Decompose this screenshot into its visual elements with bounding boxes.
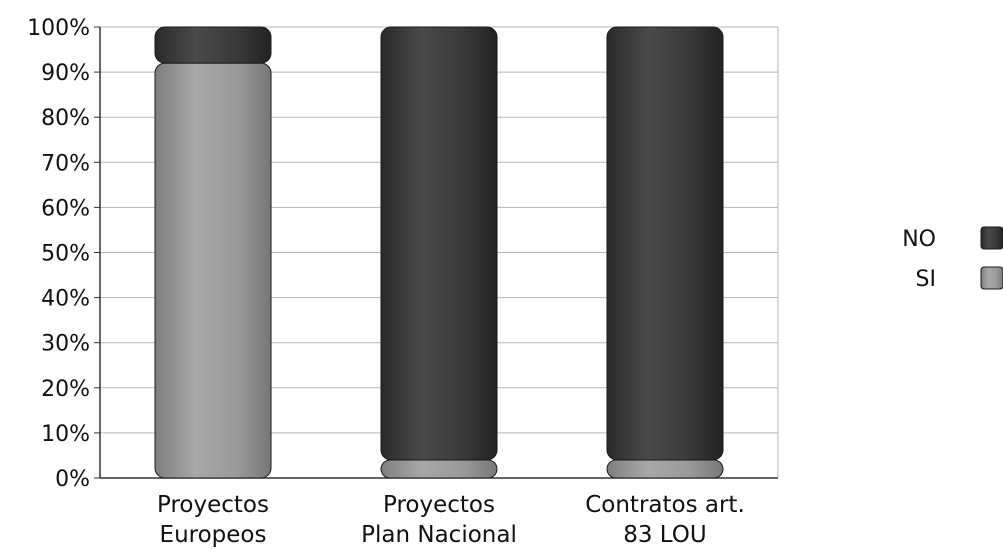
bars bbox=[154, 26, 724, 479]
legend-label-si: SI bbox=[916, 267, 936, 292]
y-tick-label: 40% bbox=[41, 287, 90, 312]
legend-swatch-no bbox=[980, 226, 1003, 250]
legend-swatch-si bbox=[980, 266, 1003, 290]
y-tick-label: 10% bbox=[41, 422, 90, 447]
y-tick-label: 70% bbox=[41, 151, 90, 176]
x-category-label: Proyectos Plan Nacional bbox=[361, 492, 517, 548]
bar-si-3 bbox=[606, 459, 724, 479]
x-axis-labels: Proyectos Europeos Proyectos Plan Nacional C… bbox=[157, 492, 745, 548]
y-tick-label: 100% bbox=[27, 16, 90, 41]
bar-no-3 bbox=[606, 26, 724, 461]
x-category-label: Contratos art. 83 LOU bbox=[585, 492, 745, 548]
y-tick-label: 0% bbox=[55, 467, 90, 492]
y-tick-label: 30% bbox=[41, 332, 90, 357]
bar-si-1 bbox=[154, 62, 272, 479]
x-category-label: Proyectos Europeos bbox=[157, 492, 269, 548]
y-tick-label: 90% bbox=[41, 61, 90, 86]
y-tick-label: 50% bbox=[41, 242, 90, 267]
y-tick-label: 20% bbox=[41, 377, 90, 402]
bar-no-2 bbox=[380, 26, 498, 461]
legend: NO SI bbox=[902, 226, 1003, 292]
bar-no-1 bbox=[154, 26, 272, 64]
y-tick-label: 60% bbox=[41, 196, 90, 221]
legend-label-no: NO bbox=[902, 227, 936, 252]
y-tick-label: 80% bbox=[41, 106, 90, 131]
y-axis: 0% 10% 20% 30% 40% 50% 60% 70% 80% 90% 100% bbox=[27, 16, 778, 492]
bar-si-2 bbox=[380, 459, 498, 479]
